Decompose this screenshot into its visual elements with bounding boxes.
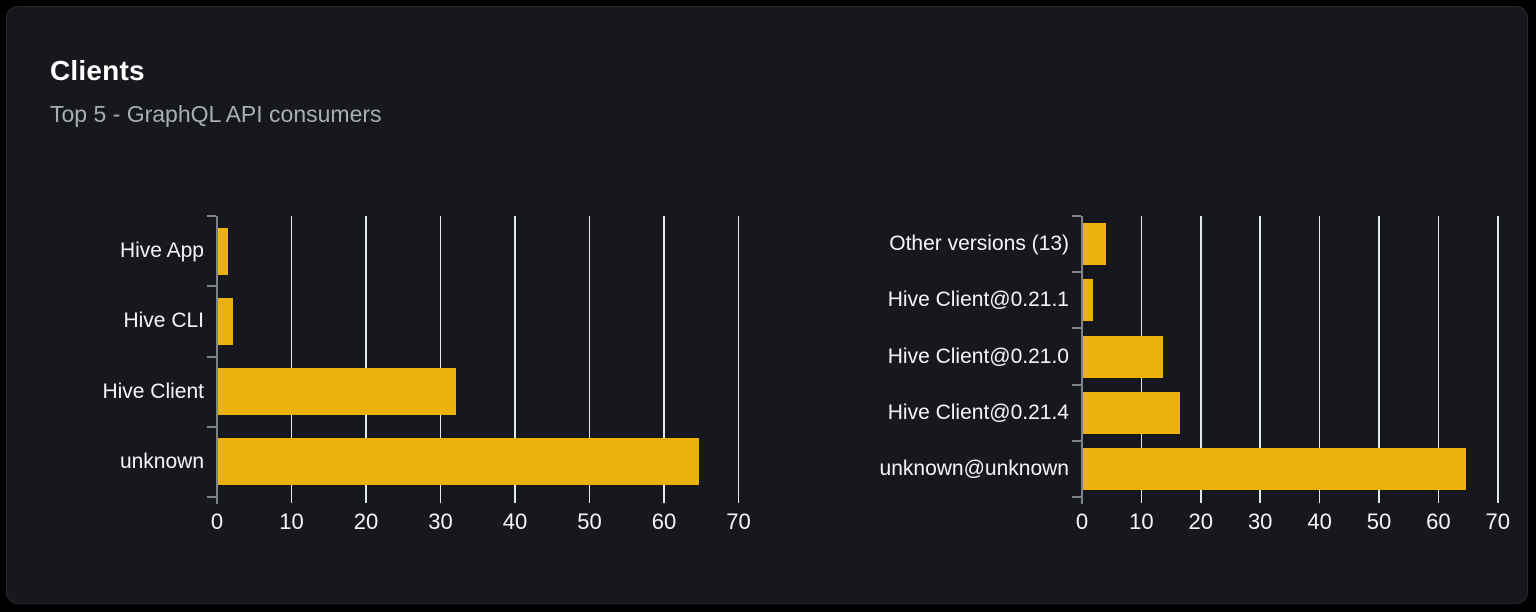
clients-card: Clients Top 5 - GraphQL API consumers Hi…	[6, 6, 1528, 604]
y-axis-tick	[1072, 271, 1081, 274]
x-tick-label: 0	[210, 509, 224, 534]
y-axis-tick	[207, 425, 216, 428]
y-axis-tick	[207, 355, 216, 358]
x-tick-label: 50	[1366, 509, 1392, 534]
gridline	[1318, 216, 1321, 503]
x-tick-label: 40	[502, 509, 528, 534]
category-label: Hive CLI	[123, 309, 204, 333]
x-tick-label: 70	[1485, 509, 1511, 534]
x-tick-label: 30	[428, 509, 453, 534]
gridline	[1378, 216, 1380, 503]
gridline	[1497, 216, 1499, 503]
gridline	[439, 216, 442, 503]
x-tick-label: 20	[353, 509, 379, 534]
x-tick-label: 30	[1247, 509, 1273, 534]
bar-unknown[interactable]	[218, 438, 699, 486]
y-axis-tick	[1072, 327, 1081, 330]
gridline	[1200, 216, 1202, 503]
gridline	[1259, 216, 1261, 503]
x-tick-label: 40	[1307, 509, 1332, 534]
category-label: unknown@unknown	[879, 456, 1069, 480]
x-tick-label: 60	[1426, 509, 1451, 534]
category-label: Hive Client@0.21.4	[887, 400, 1069, 424]
bar-unknown-unknown[interactable]	[1083, 447, 1467, 490]
gridline	[663, 216, 665, 503]
y-axis-tick	[1072, 496, 1081, 498]
y-axis-tick	[1072, 383, 1081, 386]
category-label: Other versions (13)	[889, 232, 1069, 256]
y-axis-tick	[1072, 439, 1081, 442]
gridline	[588, 216, 591, 503]
gridline	[365, 216, 367, 503]
x-tick-label: 70	[726, 509, 751, 534]
card-subtitle: Top 5 - GraphQL API consumers	[50, 101, 382, 127]
category-label: Hive Client@0.21.0	[887, 344, 1069, 368]
x-tick-label: 50	[577, 509, 602, 534]
gridline	[1437, 216, 1440, 503]
gridline	[514, 216, 516, 503]
client-versions-bar-chart: Other versions (13) Hive Client@0.21.1 Hiv…	[817, 197, 1536, 552]
category-label: Hive Client	[102, 379, 204, 403]
category-label: Hive Client@0.21.1	[887, 288, 1069, 312]
y-axis-tick	[207, 285, 216, 288]
category-label: Hive App	[119, 239, 204, 263]
bar-hive-client-0-21-0[interactable]	[1083, 335, 1164, 378]
category-label: unknown	[119, 449, 204, 473]
bar-hive-client-0-21-1[interactable]	[1083, 279, 1094, 322]
y-axis-tick	[207, 215, 216, 217]
card-title: Clients	[50, 55, 145, 86]
y-axis-tick	[207, 496, 216, 498]
bar-hive-client[interactable]	[218, 368, 457, 416]
clients-top5-bar-chart: Hive App Hive CLI Hive Client unknown 0 10 20 3…	[42, 197, 789, 552]
y-axis-line	[216, 216, 218, 504]
bar-hive-app[interactable]	[218, 227, 228, 275]
x-tick-label: 10	[1129, 509, 1154, 534]
gridline	[737, 216, 740, 503]
x-tick-label: 0	[1075, 509, 1089, 534]
bar-hive-cli[interactable]	[218, 297, 233, 345]
y-axis-tick	[1072, 215, 1081, 217]
x-tick-label: 10	[279, 509, 304, 534]
y-axis-line	[1081, 216, 1083, 504]
x-tick-label: 20	[1188, 509, 1214, 534]
x-tick-label: 60	[651, 509, 677, 534]
bar-hive-client-0-21-4[interactable]	[1083, 391, 1180, 434]
gridline	[290, 216, 293, 503]
bar-other-versions-13[interactable]	[1083, 223, 1106, 266]
